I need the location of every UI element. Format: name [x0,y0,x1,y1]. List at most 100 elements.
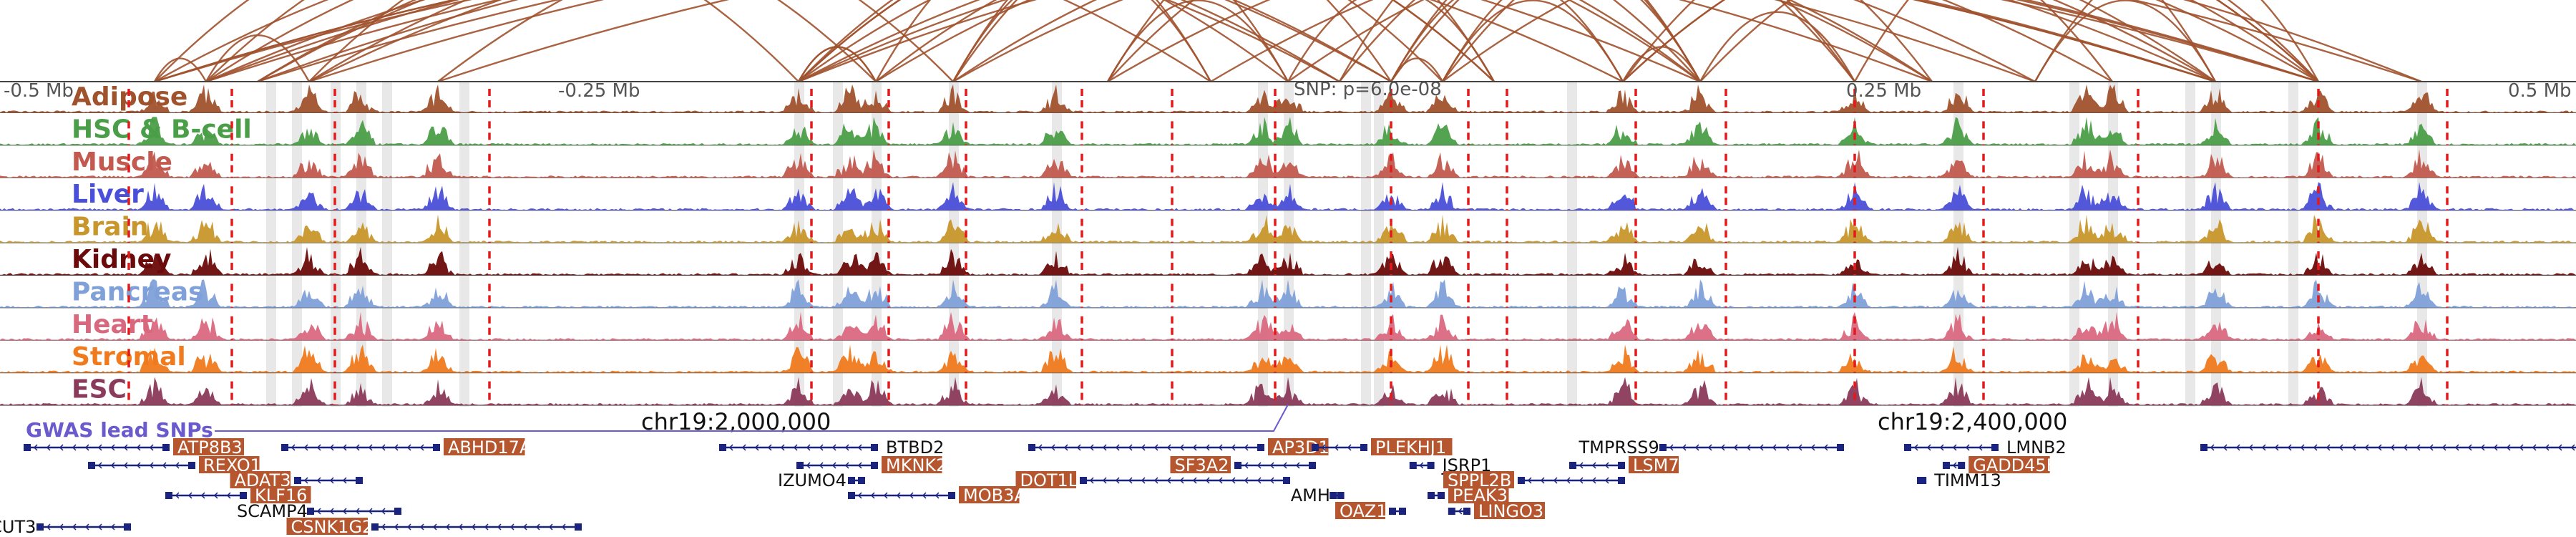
gene-strand-arrow [2261,444,2266,451]
gene-strand-arrow [1823,444,1828,451]
gene-exon [1618,462,1625,469]
gene-strand-arrow [342,477,347,484]
gene-strand-arrow [2313,444,2318,451]
gene-strand-arrow [419,444,424,451]
gene-strand-arrow [1926,444,1931,451]
gene-strand-arrow [2287,444,2292,451]
gene-strand-arrow [896,492,901,499]
gene-strand-arrow [561,523,566,531]
gene-strand-arrow [2248,444,2253,451]
gene-strand-arrow [123,462,128,469]
loop-arc [205,0,1211,83]
gene-strand-arrow [368,444,373,451]
gene-exon [240,492,247,499]
gene-strand-arrow [2351,444,2356,451]
gene-strand-arrow [1682,444,1687,451]
gene-exon [1518,477,1525,484]
gene-exon [394,508,401,515]
gene-exon [848,477,855,484]
gene-strand-arrow [72,523,77,531]
gene-label: MKNK2 [886,455,947,475]
gene-strand-arrow [1128,477,1133,484]
gene-strand-arrow [2454,444,2459,451]
gene-strand-arrow [1244,477,1249,484]
gene-strand-arrow [844,462,849,469]
gene-exon [1309,462,1316,469]
gene-strand-arrow [535,523,540,531]
track-signal-4 [0,214,2576,243]
gene-strand-arrow [1231,444,1236,451]
gene-strand-arrow [2480,444,2485,451]
gene-strand-arrow [522,523,527,531]
gene-strand-arrow [175,492,180,499]
gene-exon [165,492,172,499]
gene-strand-arrow [316,477,321,484]
gene-label-box [1448,486,1509,503]
gene-exon [36,523,44,531]
gene-label-box [1443,471,1514,488]
gene-annotations: ATP8B3 ABHD17A BTBD2 AP3D1 PLEKHJ1 TMPRSS9 LMN… [0,437,2576,537]
gene-strand-arrow [1257,462,1262,469]
gene-strand-arrow [1458,508,1463,515]
track-signal-8 [0,344,2576,373]
track-signal-7 [0,311,2576,341]
gene-strand-arrow [1527,477,1532,484]
gene-exon [1389,508,1396,515]
gene-strand-arrow [1540,477,1545,484]
gene-label: CSNK1G2 [291,517,374,537]
gene-exon [1438,492,1445,499]
gene-strand-arrow [123,444,128,451]
gene-label-box [1015,471,1076,488]
gene-strand-arrow [110,523,115,531]
gene-strand-arrow [72,444,77,451]
gene-strand-arrow [1257,477,1262,484]
gene-exon [719,444,726,451]
track-label: ESC [72,375,127,405]
gene-strand-arrow [935,492,940,499]
gene-strand-arrow [1141,444,1146,451]
track-label: Heart [72,310,153,339]
gene-exon [871,444,878,451]
loop-arc [798,0,1701,82]
gene-strand-arrow [1192,477,1197,484]
highlight-band [833,82,843,407]
gene-strand-arrow [355,444,360,451]
loop-arc [1699,11,1856,82]
gene-strand-arrow [548,523,553,531]
track-signal-9 [0,377,2576,405]
gene-exon [371,523,379,531]
gene-label: PLEKHJ1 [1375,437,1446,458]
gene-label-box [882,456,942,473]
gene-exon [162,444,170,451]
gene-strand-arrow [497,523,502,531]
gene-strand-arrow [767,444,772,451]
gene-strand-arrow [806,462,811,469]
gene-exon [575,523,582,531]
gene-strand-arrow [1913,444,1918,451]
highlight-band [2288,82,2298,407]
gene-label: TMPRSS9 [1579,437,1659,458]
gene-strand-arrow [33,444,38,451]
gene-label-box [1968,456,2050,473]
track-label: Liver [72,180,144,209]
gene-strand-arrow [1591,477,1596,484]
gene-strand-arrow [110,462,115,469]
gene-strand-arrow [1063,444,1068,451]
top-axis: -0.5 Mb -0.25 Mb 0.25 Mb 0.5 Mb SNP: p=6.0e-… [0,79,2576,435]
gene-label-box [250,486,311,503]
gene-strand-arrow [844,444,849,451]
gene-strand-arrow [316,508,321,515]
gene-strand-arrow [1102,477,1107,484]
highlight-band [1284,82,1294,407]
gene-exon [88,462,95,469]
gene-strand-arrow [187,492,192,499]
gene-strand-arrow [2467,444,2472,451]
gene-strand-arrow [728,444,733,451]
axis-tick-label: 0.25 Mb [1846,80,1921,102]
gene-strand-arrow [857,462,862,469]
loop-arc [1441,0,1702,82]
gene-strand-arrow [136,462,141,469]
gene-strand-arrow [226,492,231,499]
gene-exon [1428,492,1435,499]
